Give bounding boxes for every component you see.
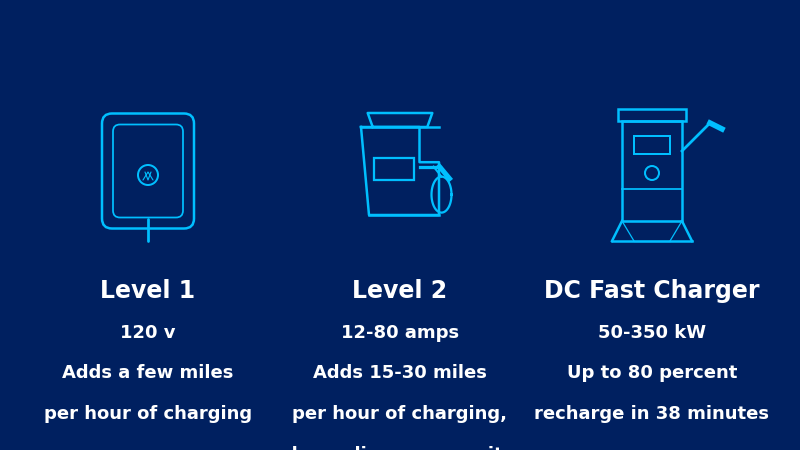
Text: Adds a few miles: Adds a few miles	[62, 364, 234, 382]
Text: Adds 15-30 miles: Adds 15-30 miles	[313, 364, 487, 382]
Text: per hour of charging,: per hour of charging,	[293, 405, 507, 423]
Text: 50-350 kW: 50-350 kW	[598, 324, 706, 342]
Text: Up to 80 percent: Up to 80 percent	[567, 364, 737, 382]
Text: recharge in 38 minutes: recharge in 38 minutes	[534, 405, 770, 423]
Text: DC Fast Charger: DC Fast Charger	[544, 279, 760, 303]
Bar	[618, 109, 686, 121]
Text: 120 v: 120 v	[120, 324, 176, 342]
Text: depending on capacity: depending on capacity	[286, 446, 514, 450]
Bar	[374, 158, 414, 180]
Text: Level 1: Level 1	[101, 279, 195, 303]
Bar	[634, 136, 670, 154]
Text: Level 2: Level 2	[353, 279, 447, 303]
Text: 12-80 amps: 12-80 amps	[341, 324, 459, 342]
Bar	[622, 121, 682, 221]
Text: per hour of charging: per hour of charging	[44, 405, 252, 423]
